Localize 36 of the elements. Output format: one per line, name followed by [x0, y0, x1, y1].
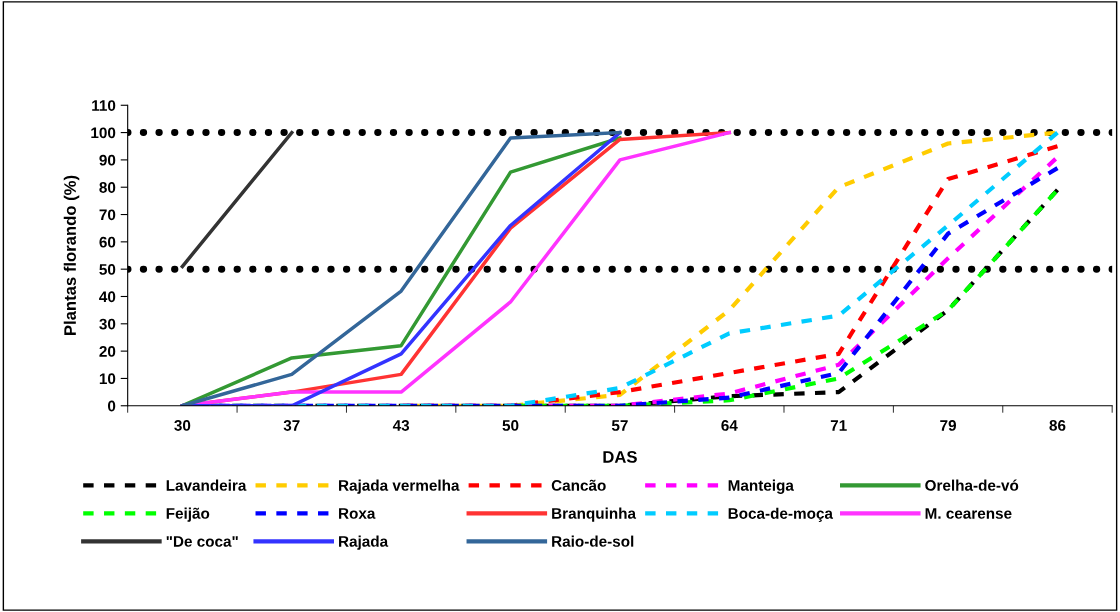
y-tick-label: 10: [99, 373, 116, 385]
y-tick-label: 50: [99, 264, 116, 275]
x-tick-label: 86: [1049, 420, 1066, 431]
y-tick-label: 40: [99, 291, 116, 303]
y-tick-label: 0: [107, 400, 116, 412]
x-tick-label: 43: [392, 420, 410, 431]
legend-label: Rajada vermelha: [339, 479, 460, 494]
y-tick-label: 60: [99, 236, 116, 248]
x-axis-title: DAS: [603, 450, 637, 463]
x-tick-label: 71: [830, 420, 847, 431]
y-tick-label: 70: [99, 209, 116, 221]
y-tick-label: 80: [99, 182, 116, 193]
x-tick-label: 64: [721, 420, 738, 431]
legend-label: Rajada: [339, 535, 389, 550]
legend-label: Boca-de-moça: [728, 507, 834, 522]
y-axis-title: Plantas florando (%): [63, 175, 80, 335]
x-tick-label: 50: [502, 420, 519, 431]
legend-label: M. cearense: [925, 508, 1012, 519]
legend-label: Raio-de-sol: [552, 535, 634, 547]
legend-label: Branquinha: [552, 507, 637, 522]
y-tick-label: 20: [99, 345, 116, 357]
legend-label: Manteiga: [728, 479, 794, 494]
legend-label: Lavandeira: [166, 479, 247, 491]
x-tick-label: 57: [611, 420, 628, 431]
legend-label: Roxa: [339, 508, 376, 519]
legend-label: Feijão: [166, 507, 210, 522]
legend-label: Orelha-de-vó: [925, 479, 1019, 491]
x-tick-label: 79: [940, 420, 957, 431]
y-tick-label: 100: [91, 127, 116, 139]
x-tick-label: 30: [174, 420, 191, 431]
y-tick-label: 110: [92, 100, 116, 111]
legend-label: "De coca": [166, 536, 238, 547]
x-tick-label: 37: [283, 420, 300, 431]
y-tick-label: 90: [99, 154, 116, 166]
y-tick-label: 30: [99, 318, 116, 330]
legend-label: Cancão: [551, 479, 606, 491]
